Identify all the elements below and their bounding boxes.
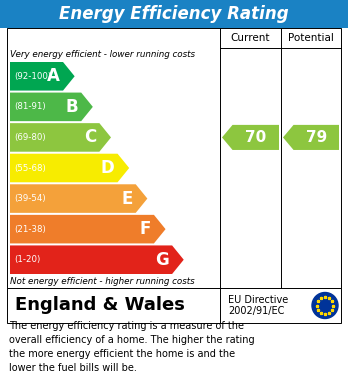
Text: Not energy efficient - higher running costs: Not energy efficient - higher running co… xyxy=(10,277,195,286)
Text: England & Wales: England & Wales xyxy=(15,296,185,314)
Text: (21-38): (21-38) xyxy=(14,225,46,234)
Text: (1-20): (1-20) xyxy=(14,255,40,264)
Text: The energy efficiency rating is a measure of the
overall efficiency of a home. T: The energy efficiency rating is a measur… xyxy=(9,321,255,373)
Text: (92-100): (92-100) xyxy=(14,72,51,81)
Text: C: C xyxy=(84,128,96,146)
Text: (81-91): (81-91) xyxy=(14,102,46,111)
Text: F: F xyxy=(140,220,151,238)
Polygon shape xyxy=(10,215,166,244)
Text: 79: 79 xyxy=(306,130,327,145)
Polygon shape xyxy=(10,246,184,274)
Bar xyxy=(7,288,341,323)
Text: E: E xyxy=(121,190,133,208)
Text: (55-68): (55-68) xyxy=(14,163,46,172)
Bar xyxy=(0,0,348,28)
Polygon shape xyxy=(10,93,93,121)
Polygon shape xyxy=(283,125,339,150)
Polygon shape xyxy=(222,125,279,150)
Text: G: G xyxy=(155,251,169,269)
Text: (39-54): (39-54) xyxy=(14,194,46,203)
Polygon shape xyxy=(10,62,74,91)
Text: Energy Efficiency Rating: Energy Efficiency Rating xyxy=(59,5,289,23)
Text: EU Directive
2002/91/EC: EU Directive 2002/91/EC xyxy=(228,295,288,316)
Text: Current: Current xyxy=(231,33,270,43)
Circle shape xyxy=(312,292,338,319)
Polygon shape xyxy=(10,184,147,213)
Polygon shape xyxy=(10,154,129,182)
Text: Potential: Potential xyxy=(288,33,334,43)
Text: B: B xyxy=(65,98,78,116)
Text: A: A xyxy=(47,67,60,85)
Text: Very energy efficient - lower running costs: Very energy efficient - lower running co… xyxy=(10,50,195,59)
Text: (69-80): (69-80) xyxy=(14,133,46,142)
Text: 70: 70 xyxy=(245,130,266,145)
Text: D: D xyxy=(101,159,114,177)
Bar xyxy=(7,28,341,288)
Polygon shape xyxy=(10,123,111,152)
